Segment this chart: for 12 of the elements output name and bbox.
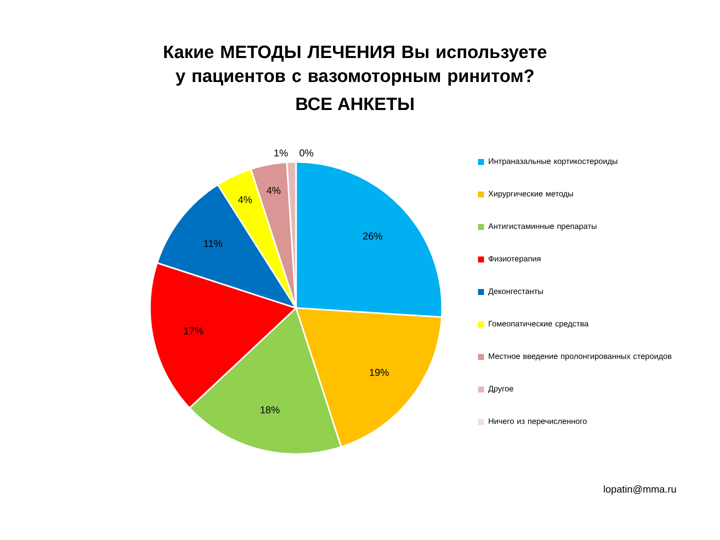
data-label: 19% xyxy=(370,368,389,376)
text: lopatin@mma.ru xyxy=(604,485,676,495)
data-label: 4% xyxy=(238,196,252,204)
chart-subtitle: ВСЕ АНКЕТЫ xyxy=(296,98,414,110)
data-label: 26% xyxy=(363,232,382,240)
data-label: 17% xyxy=(184,327,204,334)
data-label: 4% xyxy=(266,186,280,194)
data-label: 11% xyxy=(204,240,222,248)
text: 0% xyxy=(300,149,314,156)
data-label: 1% xyxy=(274,150,288,156)
data-label: 18% xyxy=(260,406,280,414)
chart-title: Какие МЕТОДЫ ЛЕЧЕНИЯ Вы используете у пациентов с вазомоторным ринитом? xyxy=(164,46,546,86)
